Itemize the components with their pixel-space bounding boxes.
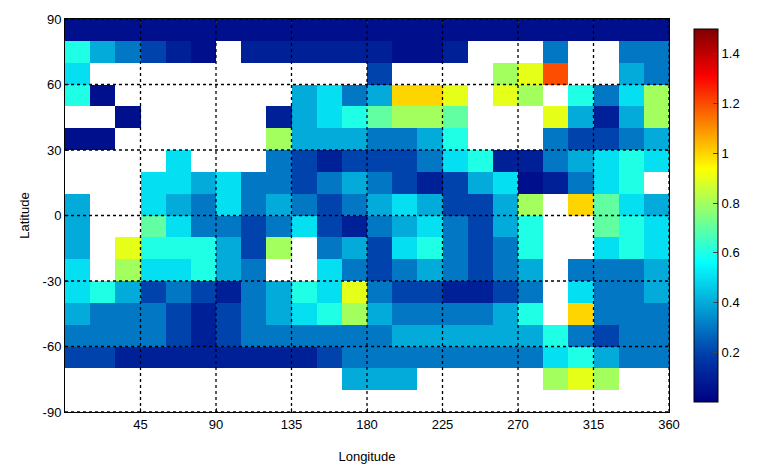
svg-text:45: 45 [133, 417, 147, 432]
svg-text:315: 315 [583, 417, 605, 432]
svg-text:-30: -30 [43, 274, 62, 289]
svg-text:180: 180 [356, 417, 378, 432]
svg-text:0.8: 0.8 [722, 196, 740, 211]
svg-text:1.4: 1.4 [722, 46, 740, 61]
svg-text:0.4: 0.4 [722, 295, 740, 310]
svg-text:1.2: 1.2 [722, 96, 740, 111]
svg-text:0.6: 0.6 [722, 245, 740, 260]
svg-text:0.2: 0.2 [722, 345, 740, 360]
svg-text:135: 135 [281, 417, 303, 432]
svg-text:90: 90 [47, 12, 61, 27]
svg-text:90: 90 [209, 417, 223, 432]
svg-text:30: 30 [47, 143, 61, 158]
svg-text:270: 270 [507, 417, 529, 432]
svg-text:Longitude: Longitude [338, 449, 395, 464]
svg-text:360: 360 [658, 417, 680, 432]
svg-text:0: 0 [54, 208, 61, 223]
svg-text:-90: -90 [43, 405, 62, 420]
svg-text:Latitude: Latitude [17, 192, 32, 238]
svg-text:60: 60 [47, 77, 61, 92]
svg-text:225: 225 [432, 417, 454, 432]
svg-text:1: 1 [722, 146, 729, 161]
svg-text:-60: -60 [43, 339, 62, 354]
